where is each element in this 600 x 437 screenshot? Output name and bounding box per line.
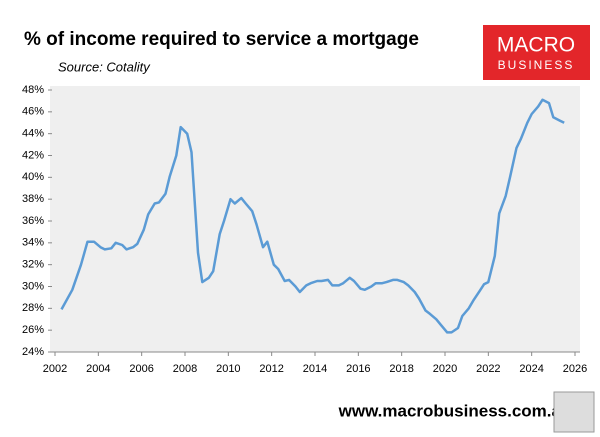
y-tick-label: 30% xyxy=(22,280,44,292)
x-tick-label: 2022 xyxy=(476,363,500,375)
x-tick-label: 2020 xyxy=(433,363,457,375)
x-tick-label: 2024 xyxy=(519,363,543,375)
x-tick-label: 2010 xyxy=(216,363,240,375)
x-tick-label: 2026 xyxy=(563,363,587,375)
x-tick-label: 2006 xyxy=(129,363,153,375)
chart-title: % of income required to service a mortga… xyxy=(24,29,419,50)
y-tick-label: 44% xyxy=(22,128,44,140)
series-line xyxy=(60,98,565,334)
y-tick-label: 34% xyxy=(22,237,44,249)
x-tick-label: 2008 xyxy=(173,363,197,375)
y-tick-label: 38% xyxy=(22,193,44,205)
y-tick-label: 48% xyxy=(22,84,44,96)
x-tick-label: 2004 xyxy=(86,363,110,375)
x-tick-label: 2016 xyxy=(346,363,370,375)
y-tick-label: 26% xyxy=(22,324,44,336)
y-tick-label: 24% xyxy=(22,346,44,358)
y-tick-label: 32% xyxy=(22,259,44,271)
chart-subtitle: Source: Cotality xyxy=(58,59,151,74)
y-tick-label: 28% xyxy=(22,302,44,314)
footer: www.macrobusiness.com.au xyxy=(338,401,572,420)
y-tick-label: 42% xyxy=(22,149,44,161)
y-tick-label: 40% xyxy=(22,171,44,183)
y-tick-label: 46% xyxy=(22,106,44,118)
y-tick-label: 36% xyxy=(22,215,44,227)
logo-top: MACRO xyxy=(497,34,575,57)
x-tick-label: 2002 xyxy=(43,363,67,375)
logo-box xyxy=(483,25,590,80)
wolf-icon xyxy=(553,391,595,433)
x-tick-label: 2018 xyxy=(389,363,413,375)
plot-area xyxy=(50,86,580,352)
x-tick-label: 2012 xyxy=(259,363,283,375)
logo-bottom: BUSINESS xyxy=(498,58,575,72)
x-tick-label: 2014 xyxy=(303,363,327,375)
